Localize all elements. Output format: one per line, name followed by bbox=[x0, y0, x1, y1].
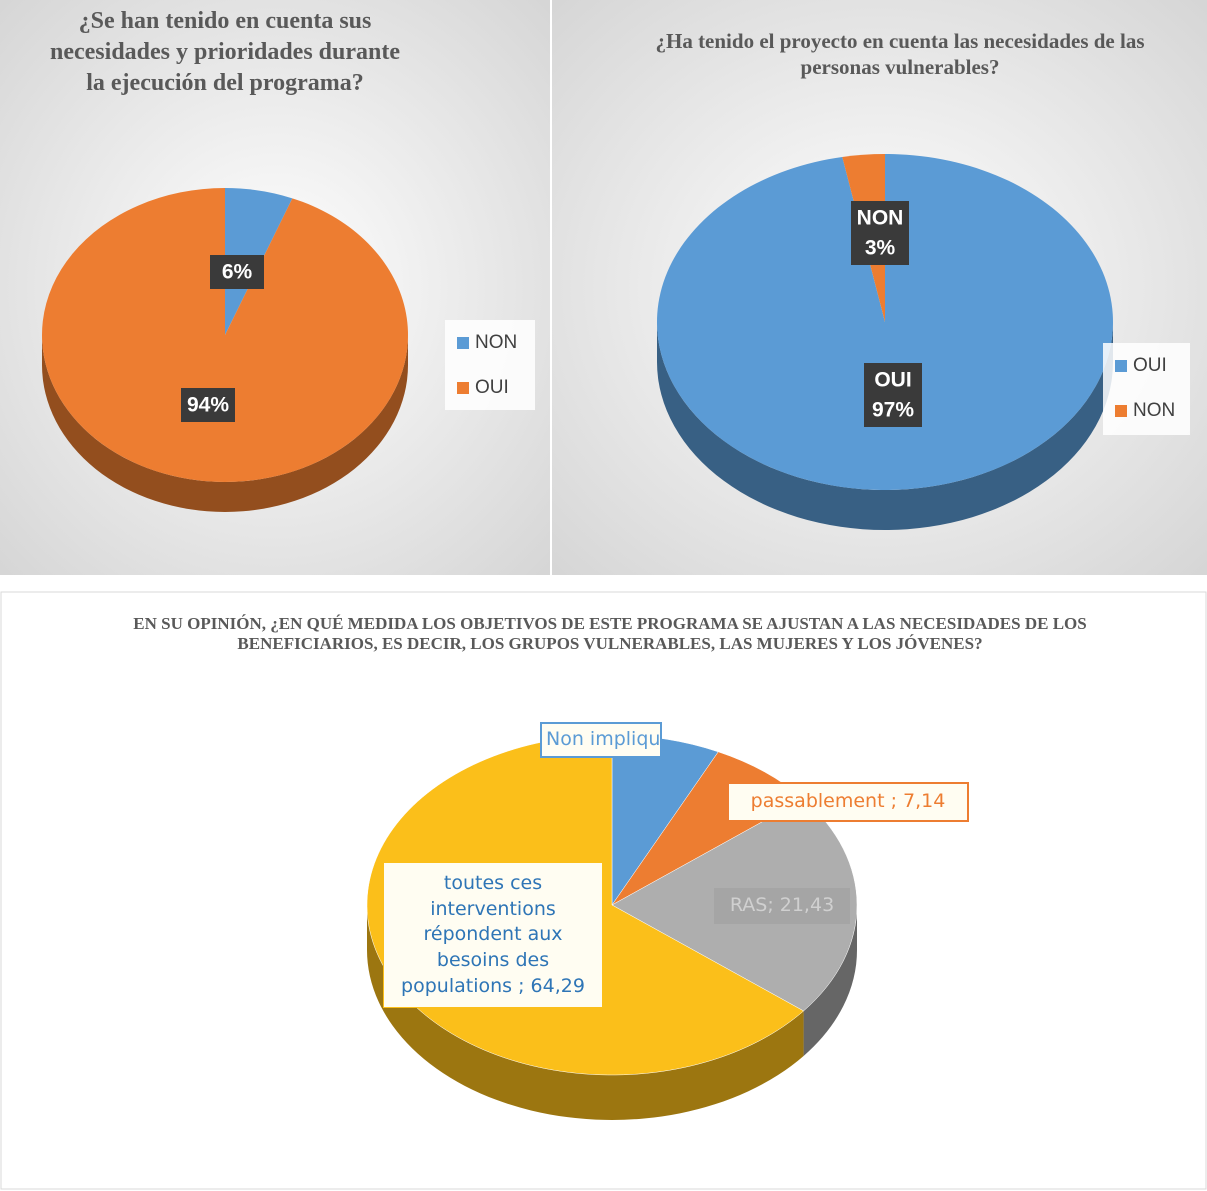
slice bbox=[656, 154, 1113, 490]
chart-title: ¿Ha tenido el proyecto en cuenta las nec… bbox=[655, 29, 1145, 80]
legend-swatch bbox=[457, 337, 469, 349]
data-label-box bbox=[210, 255, 264, 289]
data-label-category: NON bbox=[857, 207, 904, 230]
data-label: 6% bbox=[222, 261, 253, 284]
data-label: passablement ; 7,14 bbox=[727, 782, 969, 822]
legend-swatch bbox=[1115, 405, 1127, 417]
slice-side bbox=[367, 905, 804, 1121]
legend-box bbox=[445, 320, 535, 410]
data-label: RAS; 21,43 bbox=[714, 888, 850, 924]
chart-title: EN SU OPINIÓN, ¿EN QUÉ MEDIDA LOS OBJETI… bbox=[133, 614, 1087, 654]
legend-swatch bbox=[1115, 360, 1127, 372]
data-label-box bbox=[181, 388, 235, 422]
data-label-box: passablement ; 7,14 bbox=[727, 782, 969, 822]
chart-title-box: ¿Se han tenido en cuenta sus necesidades… bbox=[50, 8, 400, 97]
pie-chart: ¿Ha tenido el proyecto en cuenta las nec… bbox=[655, 29, 1190, 530]
pie-chart: ¿Se han tenido en cuenta sus necesidades… bbox=[42, 8, 535, 512]
legend-label: OUI bbox=[475, 377, 509, 398]
slice-side bbox=[657, 322, 1113, 530]
data-label: toutes ces interventions répondent aux b… bbox=[383, 862, 603, 1009]
data-label: Non impliqué; 7,14 bbox=[540, 722, 662, 758]
data-label-category: OUI bbox=[874, 369, 911, 392]
slice bbox=[42, 188, 409, 483]
data-label-box: RAS; 21,43 bbox=[714, 888, 850, 924]
legend-label: NON bbox=[475, 332, 517, 353]
chart-title-box: ¿Ha tenido el proyecto en cuenta las nec… bbox=[655, 29, 1145, 80]
chart-title: ¿Se han tenido en cuenta sus necesidades… bbox=[50, 8, 400, 97]
data-label-box bbox=[851, 201, 909, 265]
legend-label: NON bbox=[1133, 400, 1175, 421]
data-label: 94% bbox=[187, 394, 229, 417]
slice-side bbox=[42, 335, 408, 512]
legend-swatch bbox=[457, 382, 469, 394]
slice-side bbox=[803, 905, 857, 1056]
data-label: 97% bbox=[872, 399, 914, 422]
pie-chart: EN SU OPINIÓN, ¿EN QUÉ MEDIDA LOS OBJETI… bbox=[133, 614, 1087, 1121]
data-label: 3% bbox=[865, 237, 896, 260]
data-label-box bbox=[864, 363, 922, 427]
data-label-box: Non impliqué; 7,14 bbox=[540, 722, 662, 758]
legend-label: OUI bbox=[1133, 355, 1167, 376]
data-label-box: toutes ces interventions répondent aux b… bbox=[383, 862, 603, 1009]
chart-title-box: EN SU OPINIÓN, ¿EN QUÉ MEDIDA LOS OBJETI… bbox=[133, 614, 1087, 654]
legend-box bbox=[1103, 343, 1190, 435]
